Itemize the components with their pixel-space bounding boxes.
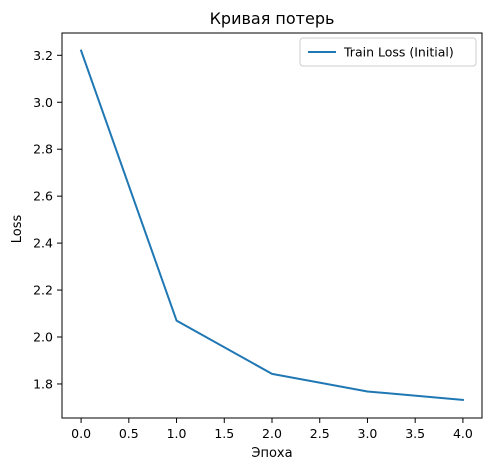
y-tick-label: 3.2 bbox=[33, 48, 53, 63]
x-tick-label: 3.5 bbox=[405, 426, 425, 441]
chart-title: Кривая потерь bbox=[210, 9, 335, 28]
x-tick-label: 1.0 bbox=[167, 426, 187, 441]
x-tick-label: 0.0 bbox=[71, 426, 91, 441]
plot-area: 0.0 0.5 1.0 1.5 2.0 2.5 3.0 3.5 4.0 1.8 2.0 2.2 2.4… bbox=[33, 32, 483, 441]
legend-box bbox=[299, 37, 477, 67]
y-tick-label: 3.0 bbox=[33, 95, 53, 110]
y-axis: 1.8 2.0 2.2 2.4 2.6 2.8 3.0 3.2 bbox=[33, 48, 62, 391]
y-tick-label: 2.2 bbox=[33, 283, 53, 298]
x-tick-label: 4.0 bbox=[453, 426, 473, 441]
legend: Train Loss (Initial) bbox=[299, 37, 477, 67]
x-tick-label: 1.5 bbox=[214, 426, 234, 441]
x-axis-label: Эпоха bbox=[251, 446, 292, 461]
x-axis: 0.0 0.5 1.0 1.5 2.0 2.5 3.0 3.5 4.0 bbox=[71, 418, 473, 441]
legend-label: Train Loss (Initial) bbox=[343, 45, 454, 60]
y-tick-label: 1.8 bbox=[33, 376, 53, 391]
y-axis-label: Loss bbox=[10, 215, 25, 244]
series-layer bbox=[79, 49, 464, 402]
x-tick-label: 0.5 bbox=[119, 426, 139, 441]
y-tick-label: 2.6 bbox=[33, 189, 53, 204]
x-tick-label: 2.0 bbox=[262, 426, 282, 441]
plot-frame bbox=[61, 32, 483, 419]
x-tick-label: 3.0 bbox=[358, 426, 378, 441]
y-tick-label: 2.8 bbox=[33, 142, 53, 157]
x-tick-label: 2.5 bbox=[310, 426, 330, 441]
y-tick-label: 2.0 bbox=[33, 330, 53, 345]
y-tick-label: 2.4 bbox=[33, 236, 53, 251]
series-line-train-loss bbox=[79, 49, 464, 402]
